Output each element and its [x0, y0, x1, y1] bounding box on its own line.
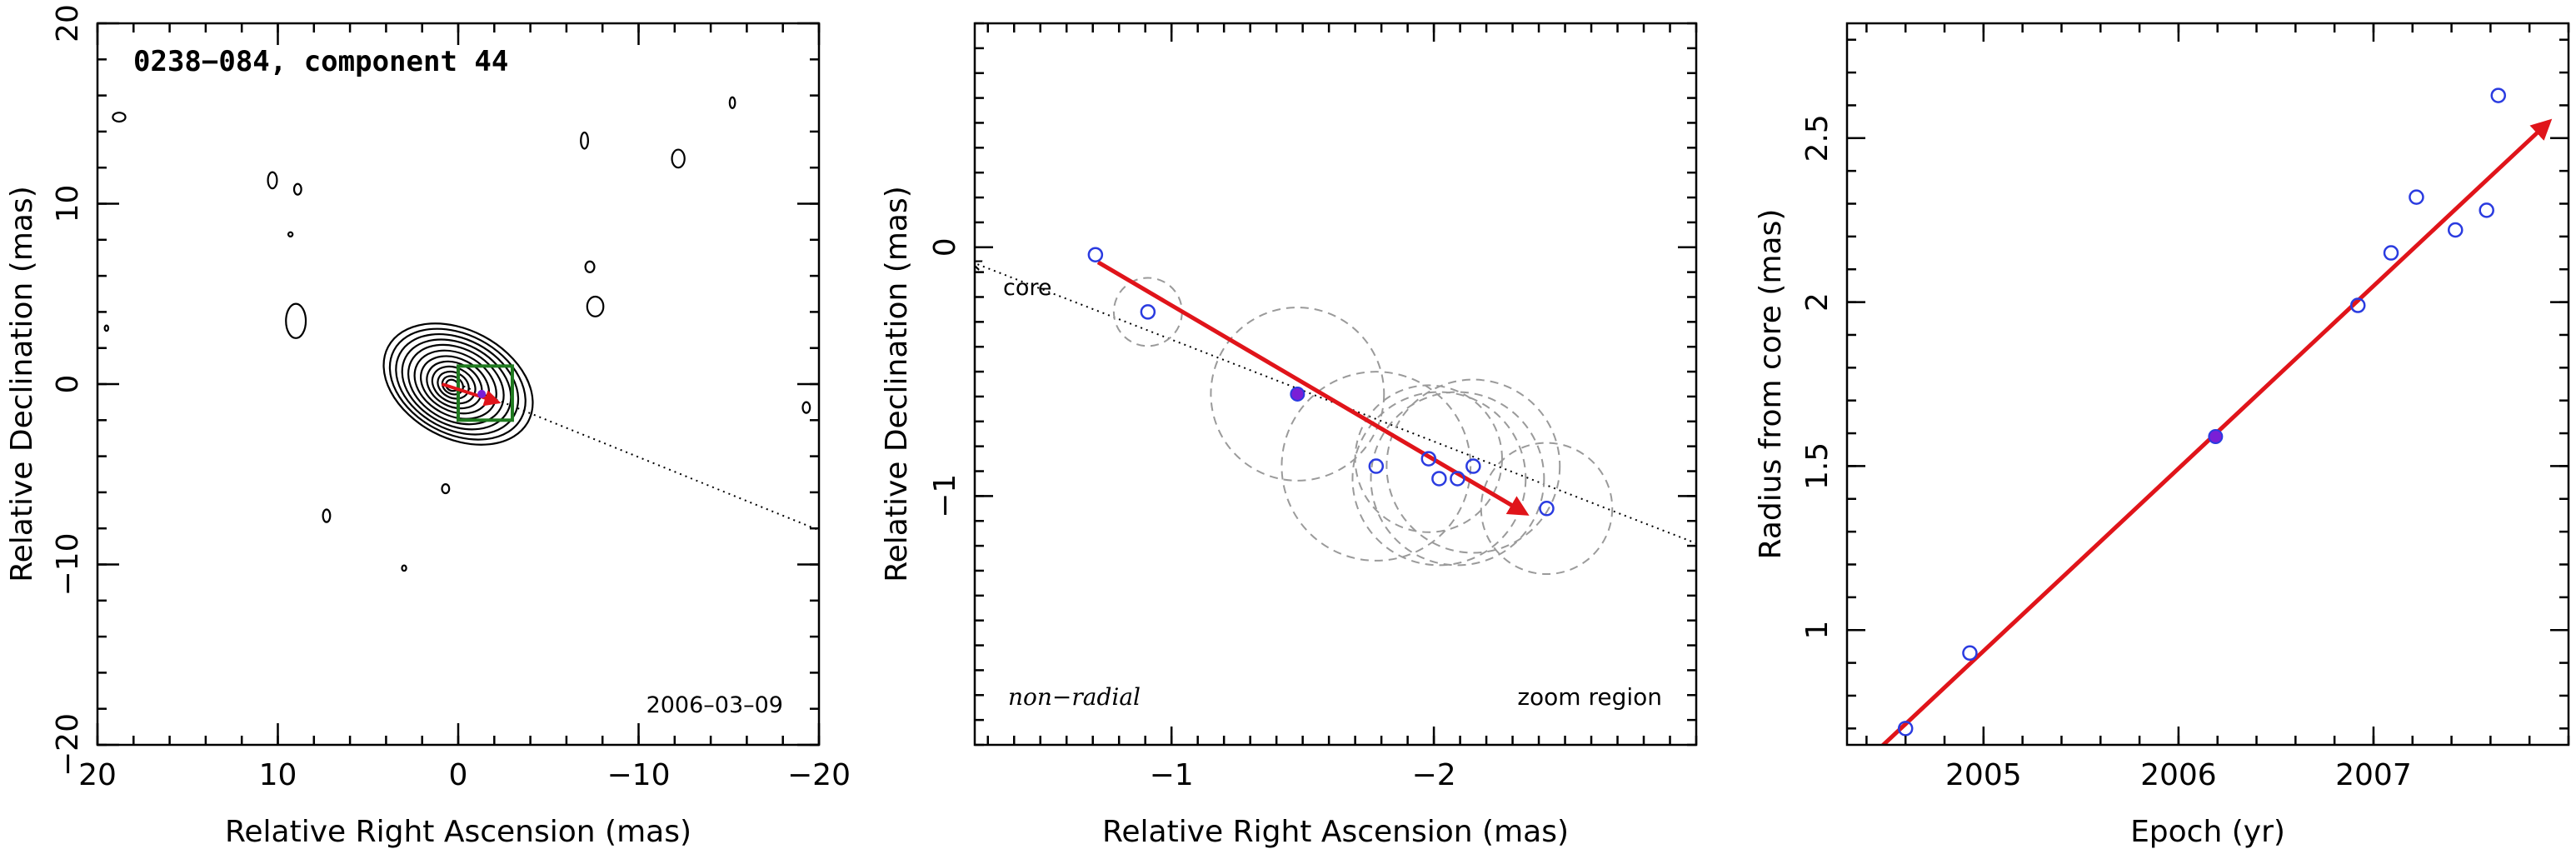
noise-contour — [401, 564, 407, 572]
noise-contour — [580, 131, 589, 150]
noise-contour — [322, 508, 332, 523]
panel-3-frame — [1845, 22, 2570, 747]
selected-data-point — [1290, 386, 1305, 402]
y-tick-label: −20 — [51, 713, 85, 777]
noise-contour — [586, 295, 605, 317]
selected-data-point — [2208, 428, 2224, 444]
panel-zoom-region: −1 −2 −1 0 core non−radial zoom region Rela… — [880, 22, 1698, 849]
data-point — [1962, 645, 1978, 662]
contour-level — [437, 370, 470, 400]
contour-level — [426, 360, 483, 410]
data-point — [2409, 189, 2424, 205]
panel-3-ticks: 2005 2006 2007 1 1.5 2 2.5 — [1800, 23, 2570, 792]
noise-contour — [103, 324, 110, 332]
panel-3-plot-area — [1880, 87, 2553, 745]
panel-radius-vs-epoch: 2005 2006 2007 1 1.5 2 2.5 Epoch (yr) Radius f… — [1754, 22, 2570, 849]
y-tick-label: 0 — [51, 375, 85, 394]
contour-level — [407, 343, 505, 426]
panel-2-ticks: −1 −2 −1 0 — [928, 22, 1698, 792]
error-circle — [1354, 384, 1503, 533]
error-circle — [1351, 391, 1527, 567]
error-circle — [1370, 391, 1545, 567]
noise-contour — [801, 401, 811, 414]
zoom-box — [457, 364, 514, 422]
x-tick-label: 2007 — [2335, 758, 2412, 792]
zoom-region-label: zoom region — [1517, 683, 1662, 711]
data-point — [1539, 501, 1555, 517]
noise-contour — [292, 182, 302, 196]
noise-contour — [287, 231, 294, 238]
contour-level — [395, 332, 520, 436]
y-tick-label: −1 — [928, 474, 962, 518]
panel-3-x-axis-label: Epoch (yr) — [2130, 815, 2285, 849]
x-tick-label: −20 — [787, 758, 851, 792]
motion-arrow — [441, 382, 502, 407]
data-point — [2383, 245, 2399, 261]
panel-1-y-axis-label: Relative Declination (mas) — [5, 186, 39, 582]
panel-2-y-axis-label: Relative Declination (mas) — [880, 186, 914, 582]
error-circle — [1385, 378, 1561, 554]
data-point — [1450, 471, 1465, 487]
noise-contour — [671, 148, 686, 169]
data-point — [1087, 247, 1104, 262]
noise-contour — [584, 260, 596, 273]
data-point — [2479, 202, 2494, 218]
y-tick-label: 1.5 — [1800, 442, 1835, 490]
component-marker — [477, 389, 487, 398]
x-tick-label: 0 — [449, 758, 468, 792]
noise-contour — [267, 171, 278, 190]
direction-line — [457, 383, 819, 532]
y-tick-label: −10 — [51, 533, 85, 597]
panel-2-plot-area — [975, 247, 1696, 576]
contour-level — [401, 338, 512, 431]
x-tick-label: −10 — [607, 758, 671, 792]
noise-contour — [728, 96, 736, 109]
y-tick-label: 10 — [51, 185, 85, 223]
panel-1-ticks: 20 10 0 −10 −20 −20 −10 0 10 20 — [51, 4, 851, 792]
x-tick-label: 20 — [78, 758, 117, 792]
x-tick-label: 10 — [259, 758, 297, 792]
y-tick-label: 2 — [1800, 292, 1835, 312]
data-point — [2490, 87, 2506, 103]
y-tick-label: 2.5 — [1800, 114, 1835, 162]
x-tick-label: 2005 — [1945, 758, 2022, 792]
core-direction-line — [975, 262, 1696, 545]
error-circle — [1480, 442, 1614, 576]
data-point — [2447, 222, 2464, 238]
y-tick-label: 20 — [51, 4, 85, 42]
panel-vlbi-map: 20 10 0 −10 −20 −20 −10 0 10 20 0238−084, compone… — [5, 4, 851, 849]
data-point — [1140, 304, 1156, 320]
fit-arrow — [1096, 260, 1530, 516]
y-tick-label: 1 — [1800, 621, 1835, 640]
error-circle — [1281, 371, 1472, 562]
panel-1-plot-area — [103, 96, 819, 572]
error-circle — [1210, 307, 1385, 482]
data-point — [1431, 471, 1447, 487]
error-circle — [1112, 277, 1183, 347]
data-point — [1420, 451, 1437, 467]
panel-1-title: 0238−084, component 44 — [133, 45, 508, 78]
observation-date: 2006–03–09 — [646, 692, 783, 718]
data-point — [1897, 721, 1914, 737]
panel-2-x-axis-label: Relative Right Ascension (mas) — [1102, 815, 1569, 849]
noise-contour — [112, 112, 127, 123]
noise-contour — [441, 483, 451, 495]
y-tick-label: 0 — [928, 237, 962, 257]
contour-level — [388, 327, 527, 441]
noise-contour — [285, 302, 307, 339]
panel-3-y-axis-label: Radius from core (mas) — [1754, 209, 1788, 560]
panel-2-frame — [973, 22, 1698, 747]
x-tick-label: 2006 — [2140, 758, 2217, 792]
x-tick-label: −2 — [1412, 758, 1456, 792]
x-tick-label: −1 — [1150, 758, 1194, 792]
core-label: core — [1003, 275, 1051, 301]
data-point — [1465, 458, 1481, 474]
data-point — [1368, 458, 1385, 474]
panel-1-x-axis-label: Relative Right Ascension (mas) — [225, 815, 691, 849]
data-point — [2349, 297, 2366, 313]
non-radial-label: non−radial — [1008, 683, 1141, 711]
contour-level — [382, 322, 534, 446]
